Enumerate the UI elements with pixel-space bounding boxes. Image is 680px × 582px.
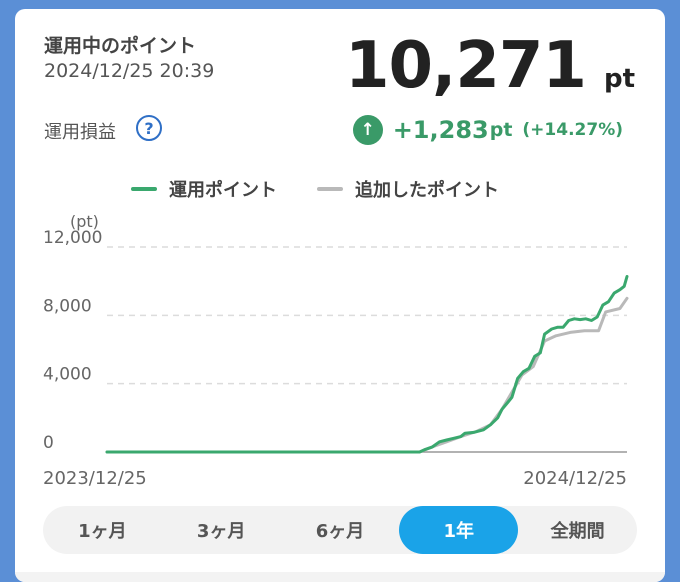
series-line-added — [105, 296, 629, 454]
total-points: 10,271 pt — [345, 29, 635, 103]
legend-item-operating[interactable]: 運用ポイント — [131, 176, 277, 202]
y-tick-label: 8,000 — [43, 296, 92, 316]
timestamp: 2024/12/25 20:39 — [44, 60, 215, 82]
y-tick-label: 12,000 — [43, 228, 102, 248]
tab-6-months[interactable]: 6ヶ月 — [315, 521, 365, 542]
arrow-up-circle-icon: ↑ — [352, 115, 383, 145]
legend-item-added[interactable]: 追加したポイント — [317, 176, 499, 202]
y-tick-label: 0 — [43, 433, 54, 453]
total-points-value: 10,271 — [344, 29, 587, 103]
page-title: 運用中のポイント — [44, 35, 197, 57]
profit-loss: ↑ +1,283 pt (+14.27%) — [352, 115, 623, 145]
tab-1-month[interactable]: 1ヶ月 — [78, 521, 127, 542]
legend-label-operating: 運用ポイント — [169, 180, 277, 201]
question-circle-icon[interactable]: ? — [136, 115, 162, 141]
x-tick-label: 2024/12/25 — [523, 468, 627, 489]
points-card: 運用中のポイント 2024/12/25 20:39 10,271 pt 運用損益… — [15, 9, 665, 582]
tab-1-year[interactable]: 1年 — [399, 506, 519, 554]
legend-label-added: 追加したポイント — [355, 180, 499, 201]
y-axis-label: (pt) — [70, 212, 99, 231]
tab-all-time[interactable]: 全期間 — [550, 521, 605, 542]
x-tick-label: 2023/12/25 — [43, 468, 147, 489]
profit-loss-unit: pt — [489, 119, 513, 141]
chart-legend: 運用ポイント 追加したポイント — [131, 176, 539, 202]
total-points-unit: pt — [603, 64, 635, 94]
points-line-chart: (pt) 0 4,000 8,000 12,000 2023/12/25 2024/12/2… — [43, 212, 629, 489]
legend-swatch-added — [317, 187, 343, 191]
profit-loss-percent: (+14.27%) — [522, 120, 623, 140]
tab-3-months[interactable]: 3ヶ月 — [196, 521, 246, 542]
y-tick-label: 4,000 — [43, 365, 92, 385]
series-line-operating — [105, 275, 629, 454]
profit-loss-value: +1,283 — [392, 116, 489, 144]
period-tabs: 1ヶ月 3ヶ月 6ヶ月 1年 全期間 — [43, 506, 637, 554]
legend-swatch-operating — [131, 187, 157, 191]
profit-loss-label: 運用損益 — [44, 122, 116, 143]
card-footer — [15, 572, 665, 582]
